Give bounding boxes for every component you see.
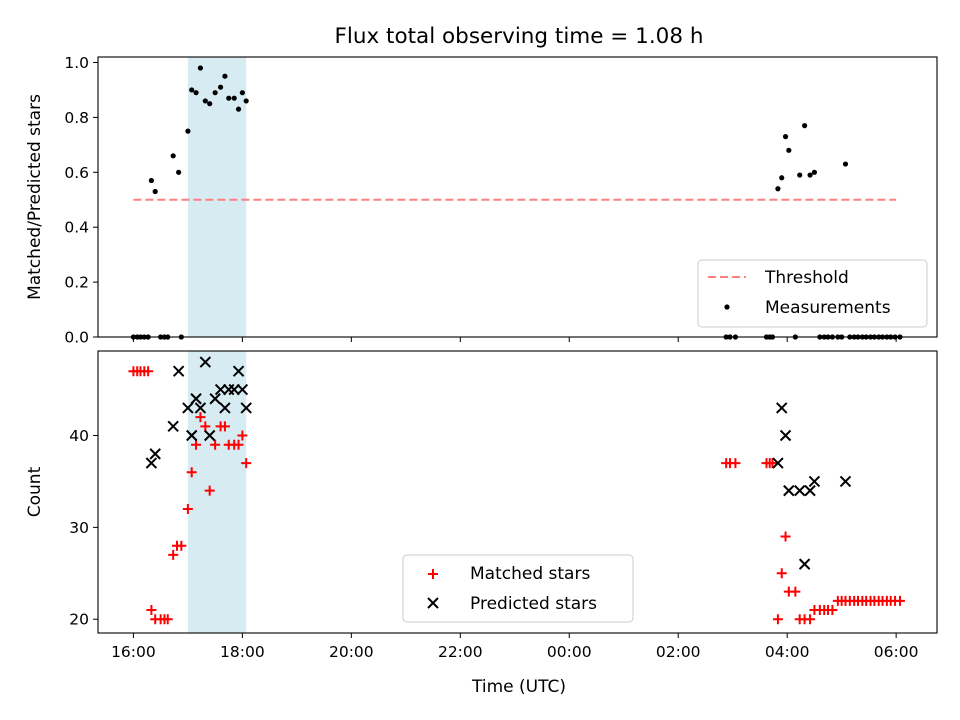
top-measurement-point: [198, 65, 203, 70]
top-measurement-point: [193, 90, 198, 95]
top-measurement-point: [843, 161, 848, 166]
top-measurement-point: [203, 98, 208, 103]
top-measurement-point: [807, 172, 812, 177]
x-tick-label: 20:00: [329, 643, 374, 661]
top-y-tick-label: 0.4: [64, 219, 89, 237]
top-measurement-point: [153, 189, 158, 194]
bottom-predicted-point: [805, 486, 815, 496]
top-measurement-point: [244, 98, 249, 103]
top-measurement-point: [240, 90, 245, 95]
bottom-panel: 16:00 18:00 20:00 22:00 00:00 02:00 04:00 06:00…: [25, 351, 937, 661]
bottom-predicted-point: [784, 486, 794, 496]
top-measurement-point: [171, 153, 176, 158]
legend-measurements-swatch: [724, 304, 729, 309]
top-measurement-point: [775, 186, 780, 191]
top-measurement-point: [207, 101, 212, 106]
x-tick-label: 02:00: [656, 643, 701, 661]
bottom-y-axis-label: Count: [25, 466, 45, 517]
bottom-y-tick-label: 20: [69, 611, 89, 629]
bottom-predicted-point: [781, 431, 791, 441]
top-y-tick-label: 0.0: [64, 329, 89, 347]
x-tick-label: 16:00: [111, 643, 156, 661]
top-measurement-point: [786, 148, 791, 153]
chart-title: Flux total observing time = 1.08 h: [335, 24, 704, 49]
top-measurement-point: [213, 90, 218, 95]
legend-matched-label: Matched stars: [470, 564, 590, 584]
top-highlight-span: [188, 57, 246, 337]
legend-predicted-label: Predicted stars: [470, 594, 597, 614]
x-tick-label: 22:00: [438, 643, 483, 661]
bottom-predicted-point: [174, 366, 184, 376]
bottom-matched-point: [895, 596, 905, 606]
bottom-matched-point: [146, 605, 156, 615]
top-y-tick-label: 0.6: [64, 164, 89, 182]
top-y-tick-label: 0.8: [64, 109, 89, 127]
bottom-predicted-point: [168, 421, 178, 431]
top-measurement-point: [236, 107, 241, 112]
legend-measurements-label: Measurements: [765, 298, 891, 318]
top-measurement-point: [783, 134, 788, 139]
bottom-predicted-point: [800, 559, 810, 569]
bottom-predicted-point: [777, 403, 787, 413]
bottom-matched-point: [730, 458, 740, 468]
top-measurement-point: [218, 85, 223, 90]
bottom-matched-point: [781, 532, 791, 542]
x-tick-label: 00:00: [547, 643, 592, 661]
top-measurement-point: [149, 178, 154, 183]
legend-threshold-label: Threshold: [764, 268, 849, 288]
bottom-matched-point: [790, 587, 800, 597]
top-measurement-point: [779, 175, 784, 180]
figure: Flux total observing time = 1.08 h 0.00.…: [0, 0, 960, 720]
bottom-y-tick-label: 40: [69, 427, 89, 445]
x-axis-label: Time (UTC): [471, 677, 566, 697]
bottom-predicted-point: [150, 449, 160, 459]
top-measurement-point: [185, 129, 190, 134]
bottom-matched-point: [168, 550, 178, 560]
top-measurement-point: [176, 170, 181, 175]
top-measurement-point: [226, 96, 231, 101]
top-y-axis-label: Matched/Predicted stars: [25, 94, 45, 300]
top-measurement-point: [232, 96, 237, 101]
bottom-matched-point: [773, 614, 783, 624]
bottom-predicted-point: [146, 458, 156, 468]
top-measurement-point: [797, 172, 802, 177]
top-measurement-point: [802, 123, 807, 128]
bottom-y-tick-label: 30: [69, 519, 89, 537]
bottom-predicted-point: [809, 476, 819, 486]
top-panel: 0.0 0.2 0.4 0.6 0.8 1.0 Matched/Predicted star…: [25, 54, 937, 347]
bottom-matched-point: [777, 568, 787, 578]
bottom-predicted-point: [795, 486, 805, 496]
bottom-predicted-point: [840, 476, 850, 486]
x-tick-label: 06:00: [874, 643, 919, 661]
top-y-tick-label: 0.2: [64, 274, 89, 292]
top-y-tick-label: 1.0: [64, 54, 89, 72]
x-tick-label: 18:00: [220, 643, 265, 661]
top-measurement-point: [222, 74, 227, 79]
x-tick-label: 04:00: [765, 643, 810, 661]
top-measurement-point: [189, 87, 194, 92]
top-measurement-point: [812, 170, 817, 175]
bottom-matched-point: [805, 614, 815, 624]
